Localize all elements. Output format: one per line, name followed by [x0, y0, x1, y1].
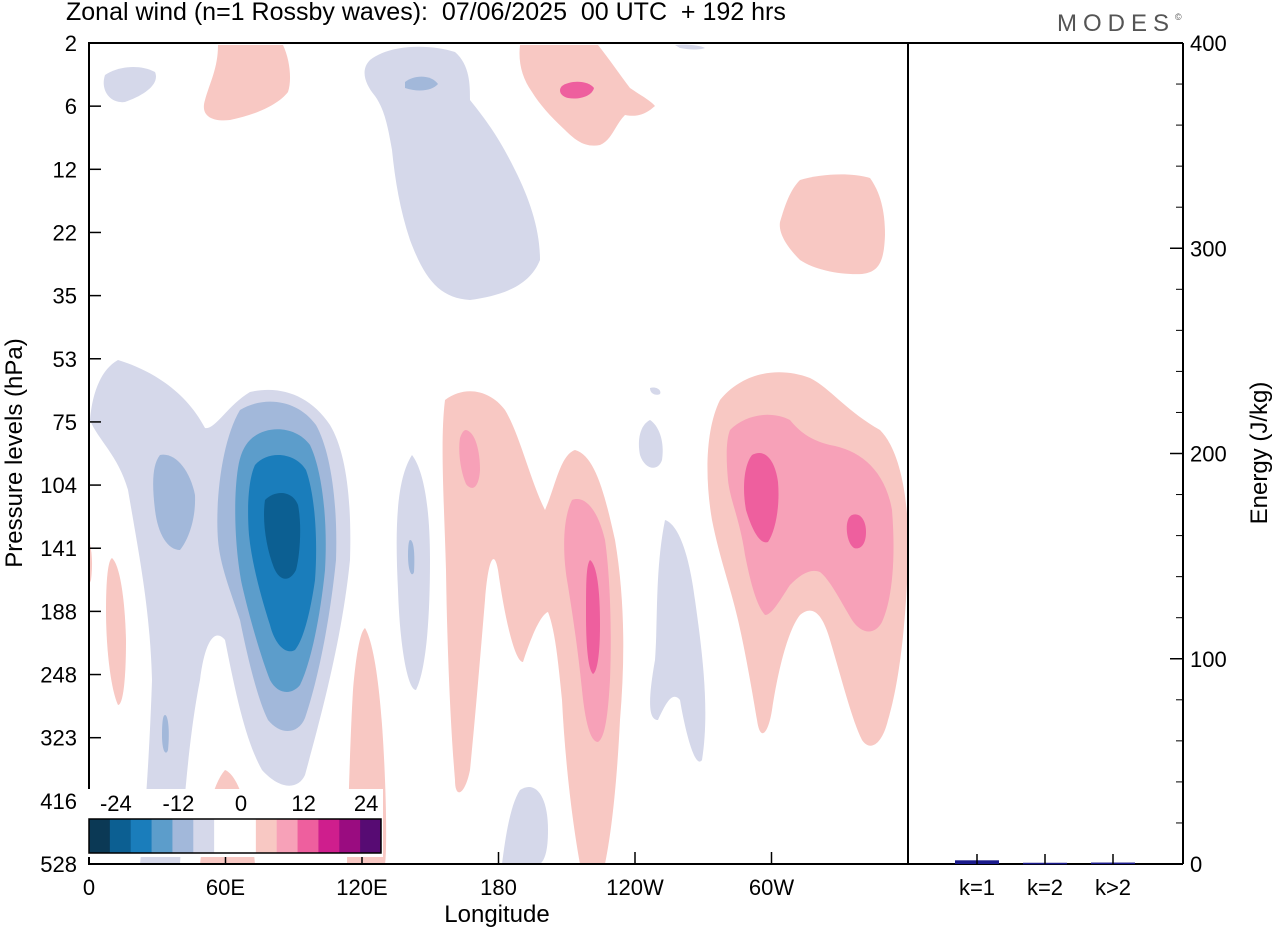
contour-neg8-tiny-2 [162, 715, 169, 753]
energy-category-label: k>2 [1095, 875, 1131, 900]
pressure-tick-label: 35 [53, 284, 77, 309]
colorbar-swatch [193, 819, 215, 853]
contour-neg4-lower-180 [502, 786, 548, 864]
energy-tick-label: 100 [1190, 647, 1227, 672]
colorbar-swatch [339, 819, 361, 853]
colorbar-swatch [89, 819, 111, 853]
longitude-tick-label: 180 [480, 875, 517, 900]
pressure-tick-label: 2 [65, 31, 77, 56]
longitude-tick-label: 60W [749, 875, 794, 900]
contour-pos12-dateline [586, 560, 600, 674]
contour-neg20 [264, 493, 301, 579]
contour-pos12-east-a [744, 453, 779, 543]
colorbar-tick-label: 12 [291, 791, 315, 816]
pressure-tick-label: 6 [65, 94, 77, 119]
energy-axis: 0 100 200 300 400 [1170, 31, 1227, 877]
colorbar-swatch [235, 819, 257, 853]
contour-pos4-upper-right [779, 174, 885, 275]
x-axis-label: Longitude [444, 901, 549, 928]
contour-neg4-upper-west [103, 66, 156, 103]
pressure-tick-label: 141 [40, 536, 77, 561]
contour-field [89, 44, 908, 864]
longitude-tick-label: 60E [206, 875, 245, 900]
colorbar-tick-label: -24 [100, 791, 132, 816]
contour-neg8-upper [405, 76, 438, 91]
pressure-tick-label: 75 [53, 410, 77, 435]
colorbar-swatch [151, 819, 173, 853]
energy-bars: k=1 k=2 k>2 [955, 854, 1135, 900]
contour-neg8-tiny-1 [408, 540, 415, 575]
pressure-tick-label: 323 [40, 726, 77, 751]
modes-logo: MODES© [1057, 10, 1182, 38]
colorbar-swatch [172, 819, 194, 853]
energy-axis-label: Energy (J/kg) [1246, 382, 1273, 525]
contour-neg4-top-right [675, 44, 705, 50]
pressure-tick-label: 53 [53, 347, 77, 372]
pressure-tick-label: 528 [40, 852, 77, 877]
longitude-tick-label: 0 [83, 875, 95, 900]
colorbar-swatch [130, 819, 153, 853]
contour-neg8-west-small [153, 454, 196, 550]
pressure-tick-label: 416 [40, 789, 77, 814]
pressure-axis: 2 6 12 22 35 53 75 104 141 188 248 323 416 528 [40, 31, 101, 877]
contour-neg4-strato-column [364, 46, 540, 301]
y-axis-label: Pressure levels (hPa) [1, 338, 28, 567]
contour-pos8-small-west [459, 430, 480, 488]
colorbar-frame [88, 818, 382, 854]
longitude-tick-label: 120W [606, 875, 664, 900]
colorbar-swatch [255, 819, 278, 853]
contour-neg4-top-right-2 [650, 387, 661, 395]
colorbar-swatch [318, 819, 340, 853]
pressure-tick-label: 248 [40, 663, 77, 688]
pressure-tick-label: 22 [53, 220, 77, 245]
contour-neg4-east-column [650, 520, 706, 762]
pressure-tick-label: 12 [53, 157, 77, 182]
colorbar-swatch [109, 819, 132, 853]
chart-title: Zonal wind (n=1 Rossby waves): 07/06/202… [66, 0, 786, 26]
colorbar-tick-label: -12 [163, 791, 195, 816]
contour-neg4-east-small [638, 420, 663, 468]
colorbar-swatch [360, 819, 382, 853]
contour-pos4-upper-left [203, 45, 291, 121]
longitude-tick-label: 120E [336, 875, 387, 900]
longitude-axis: 0 60E 120E 180 120W 60W [83, 852, 794, 900]
colorbar-tick-label: 24 [354, 791, 378, 816]
logo-text: MODES [1057, 10, 1176, 37]
energy-tick-label: 300 [1190, 236, 1227, 261]
energy-tick-label: 400 [1190, 31, 1227, 56]
colorbar: -24 -12 0 12 24 [87, 789, 383, 857]
energy-category-label: k=1 [959, 875, 995, 900]
contour-pos12-upper [560, 81, 594, 99]
pressure-tick-label: 188 [40, 599, 77, 624]
energy-tick-label: 0 [1190, 852, 1202, 877]
colorbar-tick-label: 0 [235, 791, 247, 816]
colorbar-swatch [214, 819, 236, 853]
logo-mark: © [1175, 12, 1182, 22]
colorbar-swatch [297, 819, 319, 853]
energy-tick-label: 200 [1190, 442, 1227, 467]
colorbar-swatch [276, 819, 299, 853]
pressure-tick-label: 104 [40, 473, 77, 498]
contour-pos12-east-b [846, 514, 866, 549]
contour-pos4-west-small [106, 558, 126, 705]
energy-category-label: k=2 [1027, 875, 1063, 900]
